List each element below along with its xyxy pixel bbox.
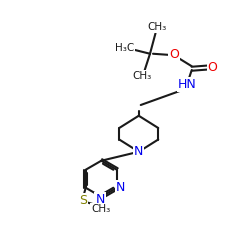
Text: HN: HN [178,78,197,91]
Text: N: N [116,181,125,194]
Text: CH₃: CH₃ [148,22,167,32]
Text: N: N [134,145,143,158]
Text: O: O [208,61,218,74]
Text: S: S [79,194,87,207]
Text: H₃C: H₃C [116,43,134,53]
Text: CH₃: CH₃ [132,71,152,81]
Text: O: O [169,48,179,62]
Text: N: N [95,193,105,206]
Text: CH₃: CH₃ [91,204,110,214]
